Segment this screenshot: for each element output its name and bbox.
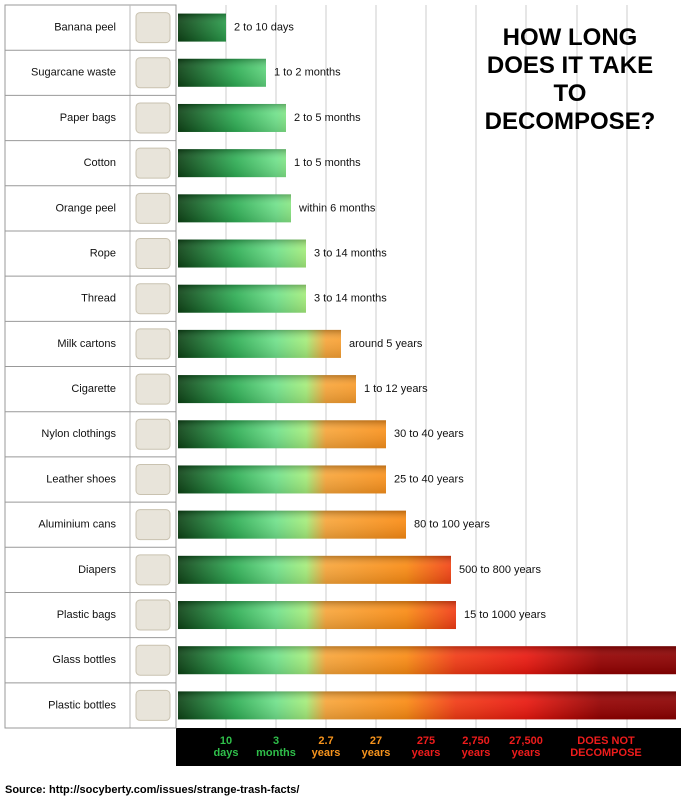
duration-label: 1 to 5 months <box>294 157 361 169</box>
x-tick-label: 2.7 years <box>312 735 341 759</box>
bar-shade <box>178 510 406 539</box>
category-label: Sugarcane waste <box>31 67 116 79</box>
bar-shade <box>178 58 266 87</box>
category-label: Milk cartons <box>57 338 116 350</box>
bar-shade <box>178 194 291 223</box>
bar-shade <box>178 465 386 494</box>
category-label: Nylon clothings <box>41 428 116 440</box>
duration-label: 25 to 40 years <box>394 473 464 485</box>
item-icon <box>135 238 171 270</box>
bar-shade <box>178 239 306 268</box>
category-label: Banana peel <box>54 22 116 34</box>
x-tick-label: 3 months <box>256 735 296 759</box>
x-tick-label: 275 years <box>412 735 441 759</box>
bar-shade <box>178 646 676 675</box>
category-label: Paper bags <box>60 112 117 124</box>
bar-shade <box>178 103 286 132</box>
category-label: Glass bottles <box>52 654 116 666</box>
duration-label: around 5 years <box>349 338 423 350</box>
category-label: Orange peel <box>55 202 116 214</box>
bar-shade <box>178 13 226 42</box>
category-label: Rope <box>90 247 116 259</box>
duration-label: 15 to 1000 years <box>464 609 546 621</box>
duration-label: 500 to 800 years <box>459 564 541 576</box>
item-icon <box>135 147 171 179</box>
item-icon <box>135 102 171 134</box>
bar-shade <box>178 284 306 313</box>
duration-label: 80 to 100 years <box>414 519 490 531</box>
x-tick-label: 27 years <box>362 735 391 759</box>
duration-label: 30 to 40 years <box>394 428 464 440</box>
duration-label: 3 to 14 months <box>314 247 387 259</box>
item-icon <box>135 554 171 586</box>
bar-shade <box>178 691 676 720</box>
item-icon <box>135 283 171 315</box>
item-icon <box>135 373 171 405</box>
bar-shade <box>178 329 341 358</box>
duration-label: 2 to 10 days <box>234 22 294 34</box>
category-label: Plastic bottles <box>48 699 116 711</box>
bar-shade <box>178 149 286 178</box>
x-tick-label: 10 days <box>213 735 238 759</box>
item-icon <box>135 12 171 44</box>
x-tick-label: DOES NOT DECOMPOSE <box>570 735 642 759</box>
category-label: Thread <box>81 293 116 305</box>
x-tick-label: 2,750 years <box>462 735 491 759</box>
bar-shade <box>178 601 456 630</box>
item-icon <box>135 57 171 89</box>
item-icon <box>135 463 171 495</box>
x-tick-label: 27,500 years <box>509 735 543 759</box>
category-label: Aluminium cans <box>38 519 116 531</box>
item-icon <box>135 418 171 450</box>
source: Source: http://socyberty.com/issues/stra… <box>5 784 299 796</box>
bar-shade <box>178 555 451 584</box>
item-icon <box>135 689 171 721</box>
duration-label: 1 to 2 months <box>274 67 341 79</box>
category-label: Cotton <box>84 157 116 169</box>
duration-label: 2 to 5 months <box>294 112 361 124</box>
item-icon <box>135 599 171 631</box>
category-label: Plastic bags <box>57 609 117 621</box>
item-icon <box>135 509 171 541</box>
category-label: Diapers <box>78 564 116 576</box>
bar-shade <box>178 420 386 449</box>
duration-label: within 6 months <box>298 202 376 214</box>
category-label: Cigarette <box>71 383 116 395</box>
duration-label: 3 to 14 months <box>314 293 387 305</box>
bar-shade <box>178 375 356 404</box>
duration-label: 1 to 12 years <box>364 383 428 395</box>
chart-title: HOW LONG DOES IT TAKE TO DECOMPOSE? <box>484 24 656 135</box>
category-label: Leather shoes <box>46 473 116 485</box>
axis-band <box>176 728 681 766</box>
item-icon <box>135 192 171 224</box>
item-icon <box>135 328 171 360</box>
item-icon <box>135 644 171 676</box>
